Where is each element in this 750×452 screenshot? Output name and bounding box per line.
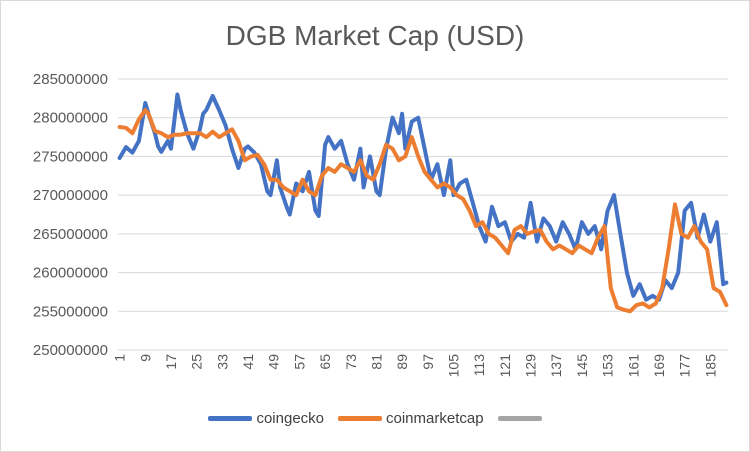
x-tick-label: 105 [446,354,462,378]
x-tick-label: 33 [214,354,230,370]
x-tick-label: 161 [625,354,641,378]
legend-item-coinmarketcap: coinmarketcap [338,410,484,427]
legend-item-third-series [497,416,542,421]
x-tick-label: 81 [368,354,384,370]
x-tick-label: 25 [189,354,205,370]
y-tick-label: 270000000 [33,187,108,204]
x-tick-label: 129 [523,354,539,378]
x-tick-label: 57 [291,354,307,370]
x-axis-ticks: 1 9 17 25 33 41 49 57 65 73 81 89 97 105 113 121 129 137 1… [112,354,719,378]
y-tick-label: 265000000 [33,226,108,243]
legend-swatch-third-series [497,416,542,421]
legend: coingecko coinmarketcap [0,410,750,427]
legend-swatch-coingecko [208,416,253,421]
y-axis-ticks: 285000000 280000000 275000000 270000000 2650… [33,71,108,359]
series-layer [117,92,729,314]
chart-title: DGB Market Cap (USD) [225,20,525,51]
x-tick-label: 185 [702,354,718,378]
x-tick-label: 73 [343,354,359,370]
x-tick-label: 9 [137,354,153,362]
x-tick-label: 89 [394,354,410,370]
legend-label-coinmarketcap: coinmarketcap [386,410,484,427]
x-tick-label: 145 [574,354,590,378]
legend-label-coingecko: coingecko [256,410,324,427]
series-line-coingecko [117,92,729,302]
x-tick-label: 177 [677,354,693,378]
series-line-coinmarketcap [117,108,729,314]
x-tick-label: 49 [266,354,282,370]
gridlines [118,78,728,312]
y-tick-label: 285000000 [33,71,108,88]
x-tick-label: 137 [548,354,564,378]
legend-swatch-coinmarketcap [338,416,382,421]
y-tick-label: 255000000 [33,303,108,320]
x-tick-label: 41 [240,354,256,370]
y-tick-label: 275000000 [33,148,108,165]
x-tick-label: 153 [600,354,616,378]
x-tick-label: 65 [317,354,333,370]
y-tick-label: 280000000 [33,110,108,127]
x-tick-label: 169 [651,354,667,378]
y-tick-label: 260000000 [33,265,108,282]
x-tick-label: 113 [471,354,487,377]
x-tick-label: 97 [420,354,436,370]
x-tick-label: 17 [163,354,179,370]
legend-item-coingecko: coingecko [208,410,324,427]
x-tick-label: 121 [497,354,513,378]
x-tick-label: 1 [112,354,128,362]
y-tick-label: 250000000 [33,342,108,359]
